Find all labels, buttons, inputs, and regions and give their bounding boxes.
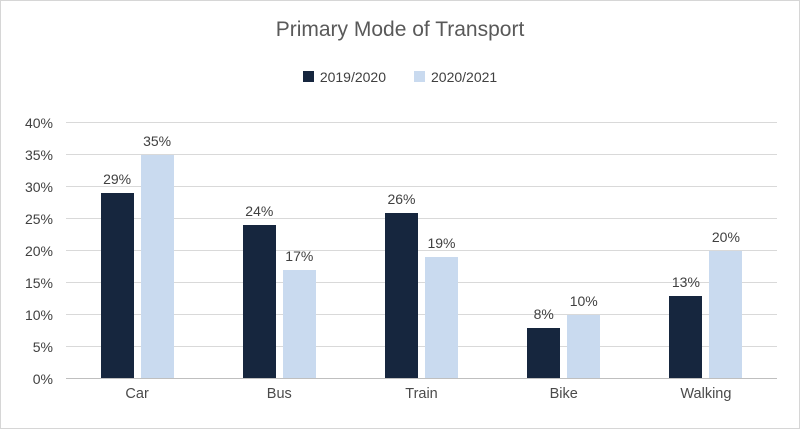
- gridline: [66, 186, 777, 187]
- bar-value-label: 17%: [285, 248, 314, 265]
- gridline: [66, 282, 777, 283]
- y-tick-label: 30%: [24, 179, 53, 195]
- bar-value-label: 10%: [569, 293, 598, 309]
- bar-2019-2020-bike: 8%: [527, 306, 561, 379]
- bar-value-label: 35%: [143, 133, 172, 149]
- x-axis-label-bike: Bike: [549, 386, 578, 402]
- legend-swatch-dark: [302, 71, 314, 82]
- gridline: [66, 346, 777, 347]
- x-axis-label-walking: Walking: [680, 386, 732, 402]
- gridline: [66, 122, 777, 123]
- bar-2019-2020-train: 26%: [385, 191, 418, 379]
- bar-group-bike: 8% 10%: [493, 123, 635, 379]
- y-tick-label: 15%: [24, 275, 53, 291]
- bar-2020-2021-bus: 17%: [282, 248, 316, 379]
- bar-value-label: 20%: [711, 229, 740, 245]
- bar-value-label: 26%: [387, 190, 416, 207]
- y-tick-label: 25%: [24, 211, 53, 227]
- bar-2019-2020-walking: 13%: [669, 274, 703, 379]
- bar-2020-2021-train: 19%: [425, 235, 458, 379]
- legend-item-2020-2021: 2020/2021: [414, 69, 497, 85]
- legend-label: 2019/2020: [319, 68, 386, 85]
- bar-2019-2020-bus: 24%: [242, 203, 276, 379]
- bar-group-walking: 13% 20%: [635, 123, 777, 379]
- bar-value-label: 13%: [671, 273, 700, 290]
- chart-body: 0% 5% 10% 15% 20% 25% 30% 35% 40% 29% 35% 24% 17% 26…: [25, 115, 777, 387]
- legend-swatch-light: [414, 71, 425, 82]
- legend-item-2019-2020: 2019/2020: [302, 68, 386, 85]
- bar-value-label: 19%: [427, 235, 456, 252]
- bar-group-train: 26% 19%: [350, 123, 492, 379]
- bar-2020-2021-bike: 10%: [567, 293, 601, 379]
- x-axis-label-car: Car: [125, 386, 149, 402]
- bar-2020-2021-car: 35%: [140, 133, 174, 379]
- gridline: [66, 250, 777, 251]
- legend-label: 2020/2021: [431, 68, 498, 85]
- bar-2020-2021-walking: 20%: [709, 229, 743, 379]
- x-axis-labels: Car Bus Train Bike Walking: [66, 386, 777, 402]
- y-tick-label: 20%: [24, 243, 53, 259]
- gridline: [66, 154, 777, 155]
- bar-value-label: 8%: [533, 305, 554, 322]
- y-tick-label: 5%: [32, 339, 53, 355]
- bar-group-car: 29% 35%: [66, 123, 208, 379]
- gridline: [66, 218, 777, 219]
- bar-value-label: 24%: [245, 203, 274, 220]
- chart-title: Primary Mode of Transport: [275, 18, 525, 41]
- y-tick-label: 0%: [32, 371, 53, 387]
- x-axis-line: [66, 378, 777, 379]
- chart-legend: 2019/2020 2020/2021: [1, 68, 799, 85]
- bar-group-bus: 24% 17%: [208, 123, 350, 379]
- x-axis-label-bus: Bus: [266, 386, 292, 402]
- gridline: [66, 314, 777, 315]
- plot-area: 29% 35% 24% 17% 26% 19% 8% 10% 13% 20%: [66, 123, 777, 379]
- y-tick-label: 10%: [24, 307, 53, 323]
- y-tick-label: 40%: [24, 115, 53, 131]
- bar-value-label: 29%: [103, 171, 132, 188]
- y-tick-label: 35%: [24, 147, 53, 163]
- bar-2019-2020-car: 29%: [100, 171, 134, 379]
- x-axis-label-train: Train: [405, 386, 438, 402]
